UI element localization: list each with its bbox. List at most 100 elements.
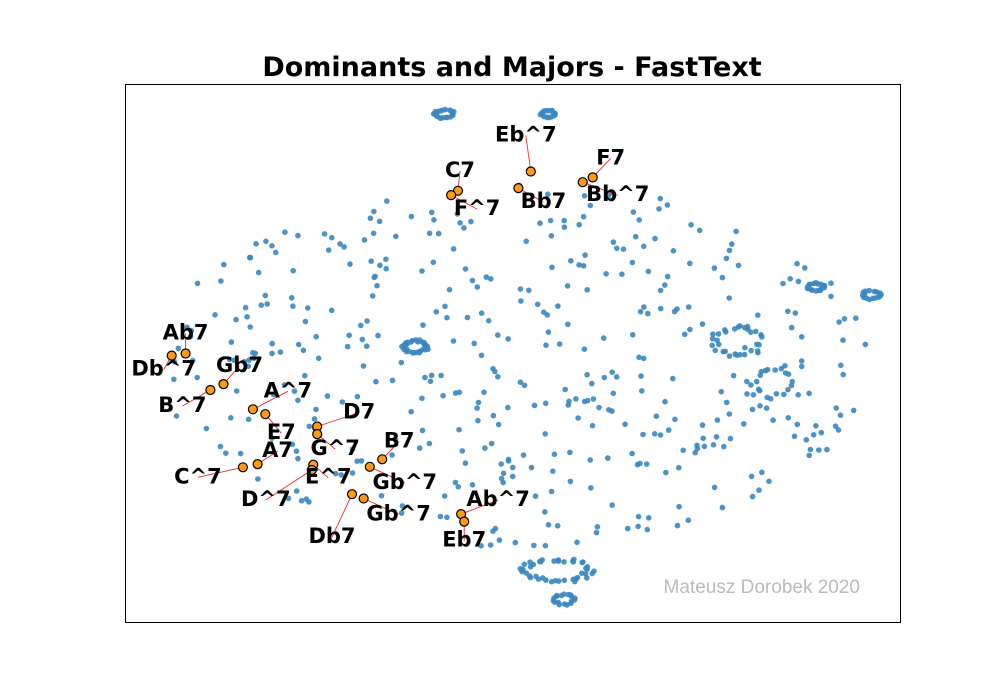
data-point — [464, 314, 471, 321]
data-point — [354, 458, 360, 465]
data-point — [269, 435, 275, 441]
data-point — [798, 334, 805, 340]
data-point — [228, 415, 234, 421]
data-point — [756, 487, 762, 493]
point-label: B^7 — [158, 393, 206, 417]
data-point — [361, 237, 368, 243]
label-arrow — [252, 390, 289, 410]
data-point — [639, 388, 645, 394]
data-point — [567, 478, 574, 485]
data-point — [700, 435, 706, 442]
data-point — [469, 277, 476, 284]
data-point — [554, 523, 561, 529]
label-arrow — [369, 466, 405, 484]
data-point — [565, 321, 571, 328]
data-point — [246, 254, 253, 261]
data-point — [446, 286, 453, 293]
data-point — [591, 568, 597, 574]
data-point — [818, 429, 825, 436]
data-point — [475, 399, 482, 406]
point-label: A^7 — [264, 378, 312, 402]
background-points — [171, 106, 884, 608]
data-point — [392, 437, 399, 443]
data-point — [748, 473, 755, 480]
data-point — [430, 259, 437, 266]
data-point — [505, 456, 512, 463]
data-point — [816, 447, 822, 453]
data-point — [188, 327, 195, 334]
data-point — [315, 355, 322, 362]
data-point — [481, 389, 487, 396]
point-label: Db7 — [308, 524, 355, 548]
data-point — [545, 329, 552, 335]
data-point — [636, 354, 642, 361]
data-point — [672, 416, 678, 423]
data-point — [622, 421, 628, 428]
highlighted-point — [377, 454, 388, 465]
data-point — [692, 449, 698, 456]
data-point — [556, 578, 562, 584]
data-point — [600, 335, 607, 341]
data-point — [535, 576, 542, 582]
data-point — [500, 479, 506, 486]
data-point — [250, 355, 257, 362]
data-point — [640, 355, 647, 362]
highlighted-point — [364, 461, 375, 472]
data-point — [194, 280, 201, 287]
data-point — [490, 528, 496, 534]
data-point — [324, 393, 331, 399]
data-point — [711, 265, 718, 271]
data-point — [495, 332, 501, 338]
data-point — [462, 460, 469, 467]
data-point — [590, 396, 597, 402]
data-point — [426, 440, 433, 447]
data-point — [561, 577, 568, 584]
data-point — [468, 218, 474, 225]
data-point — [555, 303, 561, 309]
data-point — [364, 318, 370, 324]
label-arrow — [182, 389, 211, 407]
data-point — [871, 288, 878, 295]
data-point — [328, 307, 335, 314]
data-point — [581, 193, 588, 199]
data-point — [543, 577, 549, 583]
data-point — [212, 312, 218, 318]
data-point — [532, 493, 539, 499]
data-point — [619, 271, 625, 278]
data-point — [719, 274, 726, 281]
data-point — [787, 276, 793, 282]
data-point — [302, 372, 308, 379]
data-point — [674, 522, 681, 529]
data-point — [505, 404, 511, 411]
data-point — [663, 469, 669, 476]
data-point — [589, 380, 595, 387]
data-point — [442, 303, 448, 310]
data-point — [699, 321, 706, 327]
data-point — [531, 402, 538, 409]
data-point — [581, 346, 588, 353]
data-point — [664, 202, 671, 208]
data-point — [721, 443, 727, 450]
data-point — [495, 421, 502, 428]
data-point — [637, 308, 644, 315]
data-point — [730, 372, 737, 379]
data-point — [520, 452, 527, 458]
data-point — [744, 323, 751, 330]
data-point — [285, 495, 292, 502]
data-point — [731, 326, 738, 332]
data-point — [833, 405, 839, 411]
data-point — [488, 440, 495, 447]
data-point — [744, 391, 750, 397]
data-point — [584, 371, 590, 378]
point-label: Bb^7 — [586, 182, 649, 206]
data-point — [349, 446, 356, 453]
point-label: Gb7 — [216, 353, 263, 377]
data-point — [696, 227, 703, 234]
data-point — [643, 461, 650, 467]
data-point — [635, 513, 642, 520]
data-point — [670, 375, 676, 382]
data-point — [806, 452, 812, 459]
data-point — [676, 503, 682, 510]
data-point — [347, 261, 353, 267]
data-point — [754, 348, 761, 354]
